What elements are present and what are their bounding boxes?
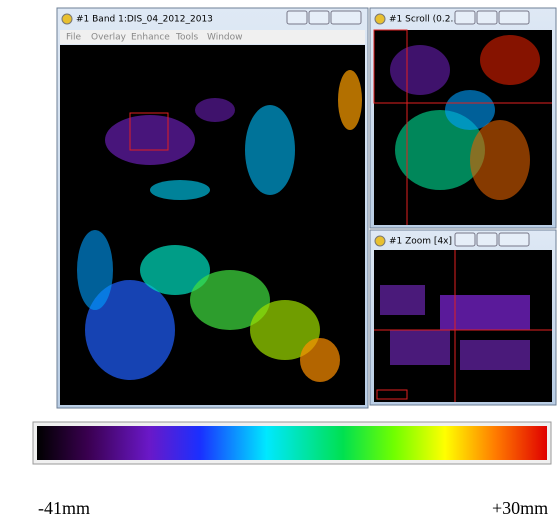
colorbar	[37, 426, 547, 460]
overview-image	[374, 30, 552, 225]
window-buttons[interactable]	[455, 11, 529, 24]
app-icon	[62, 14, 72, 24]
image-view	[60, 45, 365, 405]
menu-item[interactable]: Window	[207, 33, 243, 43]
window-buttons[interactable]	[287, 11, 361, 24]
window-buttons[interactable]	[455, 233, 529, 246]
window-title: #1 Scroll (0.2...	[389, 15, 459, 25]
zoom-image	[374, 250, 552, 402]
colorbar-max-label: +30mm	[492, 498, 548, 518]
menu-item[interactable]: File	[66, 33, 82, 43]
menu-item[interactable]: Tools	[175, 33, 198, 43]
colorbar-min-label: -41mm	[38, 498, 90, 518]
window-title: #1 Zoom [4x]	[389, 237, 452, 247]
zoom-window: #1 Zoom [4x]	[370, 230, 556, 405]
main-window: #1 Band 1:DIS_04_2012_2013 File Overlay …	[57, 8, 368, 408]
scroll-window: #1 Scroll (0.2...	[370, 8, 556, 228]
menu-item[interactable]: Enhance	[131, 33, 170, 43]
menu-item[interactable]: Overlay	[91, 33, 127, 43]
window-title: #1 Band 1:DIS_04_2012_2013	[76, 15, 213, 25]
screenshot: #1 Band 1:DIS_04_2012_2013 File Overlay …	[0, 0, 558, 519]
